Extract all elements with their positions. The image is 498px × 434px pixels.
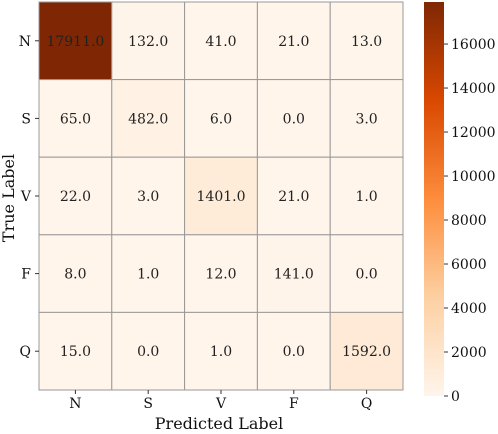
x-axis-title: Predicted Label [155, 414, 283, 433]
heatmap-cell [38, 79, 113, 158]
cell-value-label: 1592.0 [342, 344, 391, 360]
colorbar-tick-label: 12000 [451, 125, 496, 141]
cell-value-label: 0.0 [355, 267, 377, 283]
x-tick-label: F [289, 396, 299, 412]
colorbar [424, 2, 444, 396]
y-tick-label: S [21, 111, 31, 127]
colorbar-tick-label: 10000 [451, 169, 496, 185]
heatmap-cell [184, 156, 258, 236]
colorbar-tick-label: 4000 [451, 301, 487, 317]
cell-value-label: 482.0 [128, 111, 168, 127]
heatmap-cell [111, 311, 186, 391]
y-axis-title: True Label [0, 154, 18, 242]
x-tick-label: V [215, 396, 227, 412]
heatmap-cell [256, 156, 331, 236]
heatmap-cell [111, 156, 186, 236]
x-tick-label: S [143, 396, 153, 412]
heatmap-cell [111, 234, 186, 313]
cell-value-label: 41.0 [205, 34, 236, 50]
colorbar-tick-label: 16000 [451, 37, 496, 53]
cell-value-label: 15.0 [60, 344, 91, 360]
y-axis-ticks: N S V F Q [19, 34, 39, 360]
cell-value-label: 12.0 [205, 267, 236, 283]
heatmap-cell [184, 1, 258, 81]
cell-value-label: 21.0 [278, 34, 309, 50]
heatmap-cell [329, 234, 404, 313]
heatmap-cell [111, 1, 186, 81]
cell-value-label: 141.0 [274, 267, 314, 283]
cell-value-label: 3.0 [355, 111, 377, 127]
y-tick-label: N [19, 34, 31, 50]
cell-value-label: 0.0 [137, 344, 159, 360]
y-tick-label: Q [20, 344, 31, 360]
cell-value-label: 132.0 [128, 34, 168, 50]
cell-value-label: 1.0 [355, 189, 377, 205]
cell-value-label: 22.0 [60, 189, 91, 205]
cell-value-label: 3.0 [137, 189, 159, 205]
heatmap-cell [329, 311, 404, 391]
heatmap-cell [184, 79, 258, 158]
cell-value-label: 6.0 [210, 111, 232, 127]
heatmap-cell [329, 1, 404, 81]
colorbar-ticks: 0 2000 4000 6000 8000 10000 12000 14000 16000 [444, 37, 496, 405]
heatmap-cell [329, 79, 404, 158]
cell-value-label: 1401.0 [197, 189, 246, 205]
cell-value-label: 8.0 [64, 267, 86, 283]
colorbar-tick-label: 14000 [451, 81, 496, 97]
heatmap-cell [184, 234, 258, 313]
heatmap-cell [329, 156, 404, 236]
heatmap-cell-labels: 17911.0 132.0 41.0 21.0 13.0 65.0 482.0 6.0 0.0 3… [46, 34, 391, 360]
cell-value-label: 13.0 [351, 34, 382, 50]
heatmap-cell [184, 311, 258, 391]
x-tick-label: N [69, 396, 81, 412]
cell-value-label: 17911.0 [46, 34, 104, 50]
cell-value-label: 0.0 [283, 111, 305, 127]
cell-value-label: 0.0 [283, 344, 305, 360]
cell-value-label: 1.0 [137, 267, 159, 283]
y-tick-label: V [20, 189, 32, 205]
cell-value-label: 21.0 [278, 189, 309, 205]
x-tick-label: Q [361, 396, 372, 412]
heatmap-cell [256, 1, 331, 81]
heatmap-cell [38, 311, 113, 391]
heatmap-cells [38, 1, 404, 391]
heatmap-cell [256, 234, 331, 313]
colorbar-tick-label: 8000 [451, 213, 487, 229]
cell-value-label: 1.0 [210, 344, 232, 360]
cell-value-label: 65.0 [60, 111, 91, 127]
heatmap-cell [38, 1, 113, 81]
colorbar-tick-label: 0 [451, 389, 460, 405]
y-tick-label: F [21, 267, 31, 283]
colorbar-tick-label: 2000 [451, 345, 487, 361]
colorbar-tick-label: 6000 [451, 257, 487, 273]
